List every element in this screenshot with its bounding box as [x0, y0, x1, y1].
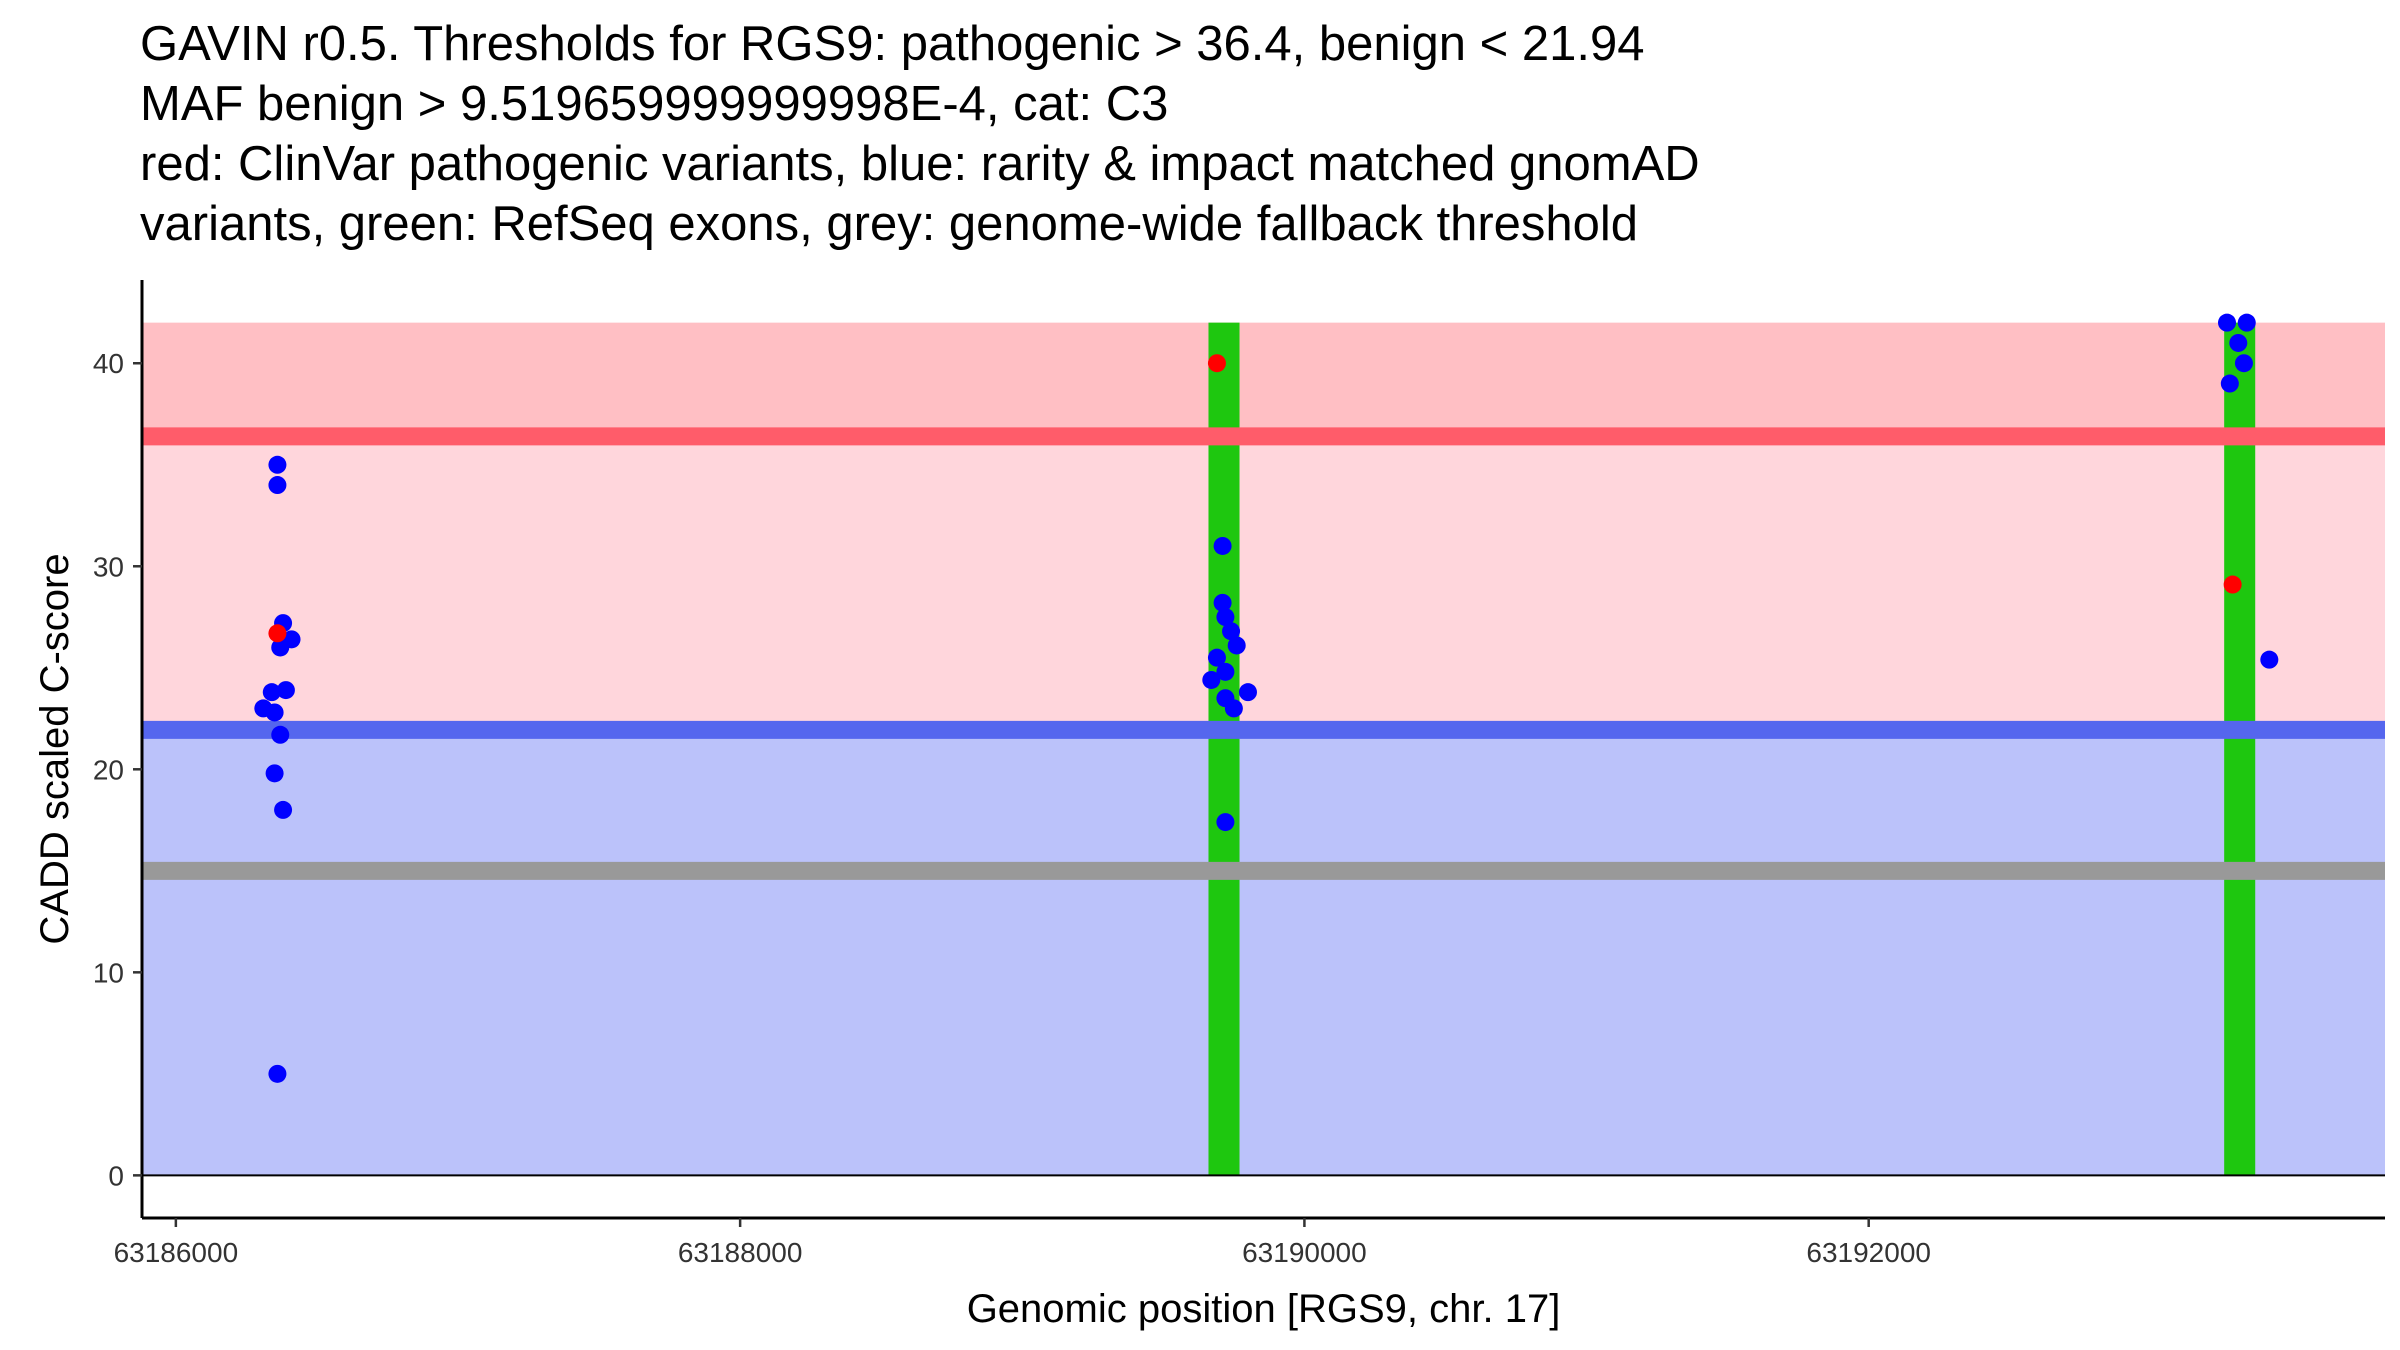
gnomad-point-9 [265, 703, 284, 722]
x-axis-title: Genomic position [RGS9, chr. 17] [967, 1287, 1561, 1331]
exon-bar-2 [2224, 322, 2256, 1176]
x-tick-label-63190000: 63190000 [1242, 1237, 1367, 1268]
clinvar-point-1 [268, 624, 287, 643]
gnomad-point-17 [1222, 622, 1241, 641]
gnomad-point-24 [1224, 699, 1243, 718]
gnomad-point-22 [1238, 683, 1257, 702]
gnomad-point-14 [1213, 536, 1232, 555]
gnomad-point-11 [265, 764, 284, 783]
clinvar-point-3 [2223, 575, 2242, 594]
x-tick-label-63186000: 63186000 [114, 1237, 239, 1268]
y-tick-label-30: 30 [93, 551, 124, 582]
axes: 0 10 20 30 40 63186000 63188000 63190000 6319200… [93, 280, 2385, 1268]
gnomad-point-16 [1216, 608, 1235, 627]
gnomad-point-2 [268, 476, 287, 495]
gnomad-point-1 [268, 455, 287, 474]
gnomad-point-6 [262, 683, 281, 702]
gnomad-point-29 [2234, 354, 2253, 373]
y-tick-label-20: 20 [93, 754, 124, 785]
gnomad-point-31 [2260, 650, 2279, 669]
y-axis-title: CADD scaled C-score [33, 553, 77, 944]
title-line-1: GAVIN r0.5. Thresholds for RGS9: pathoge… [140, 17, 1645, 71]
gnomad-point-28 [2229, 333, 2248, 352]
threshold-regions [142, 322, 2385, 1176]
title-line-3: red: ClinVar pathogenic variants, blue: … [140, 137, 1700, 191]
gnomad-point-26 [2218, 313, 2237, 332]
title-line-2: MAF benign > 9.519659999999998E-4, cat: … [140, 77, 1169, 131]
threshold-lines [142, 427, 2385, 1177]
gnomad-point-27 [2237, 313, 2256, 332]
y-tick-label-40: 40 [93, 348, 124, 379]
gnomad-point-19 [1207, 648, 1226, 667]
gnomad-point-5 [271, 638, 290, 657]
gnomad-point-30 [2220, 374, 2239, 393]
data-points [254, 313, 2279, 1083]
gnomad-point-25 [1216, 813, 1235, 832]
chart-title: GAVIN r0.5. Thresholds for RGS9: pathoge… [140, 14, 2380, 254]
gnomad-point-12 [274, 800, 293, 819]
x-tick-label-63192000: 63192000 [1806, 1237, 1931, 1268]
clinvar-point-2 [1207, 354, 1226, 373]
y-tick-label-0: 0 [108, 1160, 124, 1191]
gnomad-point-18 [1227, 636, 1246, 655]
benign-region [142, 729, 2385, 1176]
x-tick-label-63188000: 63188000 [678, 1237, 803, 1268]
exon-bars [1208, 322, 2256, 1176]
gnomad-point-10 [271, 725, 290, 744]
gnomad-point-21 [1202, 670, 1221, 689]
gnomad-point-13 [268, 1064, 287, 1083]
pathogenic-region [142, 322, 2385, 437]
gnomad-point-15 [1213, 593, 1232, 612]
intermediate-region [142, 436, 2385, 730]
gnomad-point-20 [1216, 662, 1235, 681]
y-tick-label-10: 10 [93, 957, 124, 988]
gnomad-point-7 [276, 681, 295, 700]
exon-bar-1 [1208, 322, 1240, 1176]
title-line-4: variants, green: RefSeq exons, grey: gen… [140, 197, 1639, 251]
